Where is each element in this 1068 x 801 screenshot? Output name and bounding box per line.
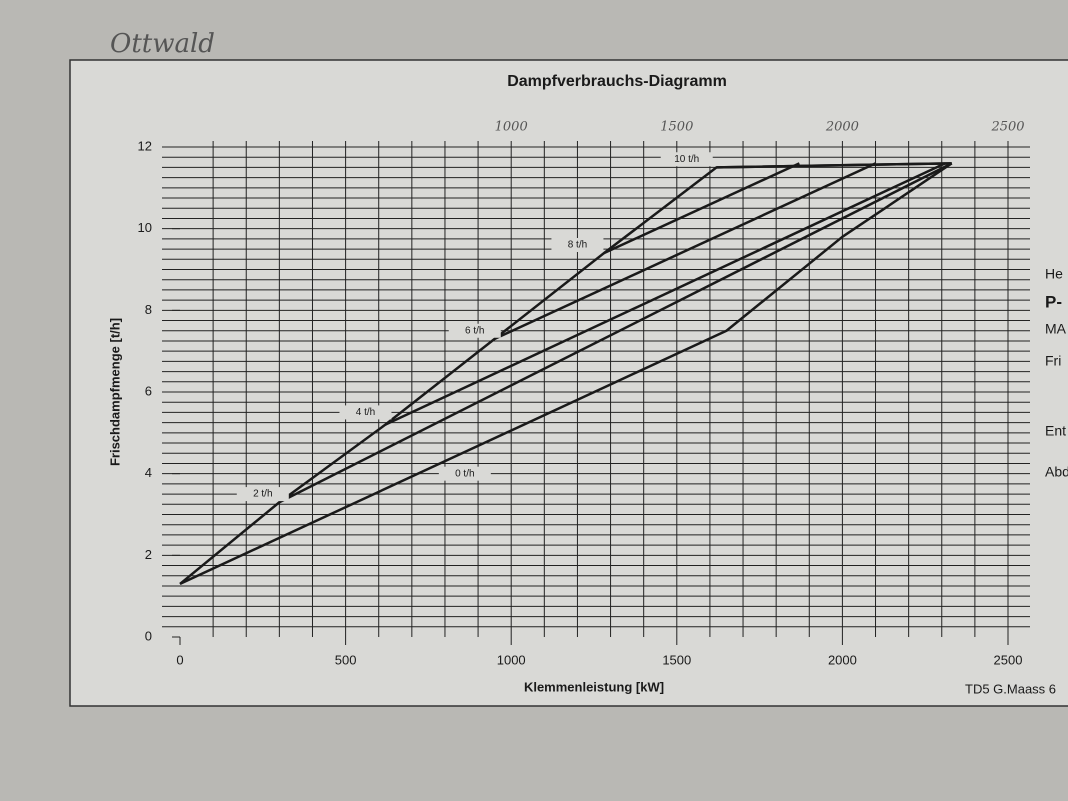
handwritten-x-tick: 1500 xyxy=(660,120,693,135)
steam-line xyxy=(494,162,877,341)
x-axis-label: Klemmenleistung [kW] xyxy=(524,679,664,694)
label-background xyxy=(448,323,501,338)
labels: 0 t/h 2 t/h 4 t/h 6 t/h 8 t/h 10 t/h xyxy=(236,152,713,502)
label-background xyxy=(660,152,713,167)
y-tick-label: 0 xyxy=(145,628,152,643)
steam-line xyxy=(278,162,953,504)
steam-line xyxy=(603,162,800,255)
line-label: 4 t/h xyxy=(356,407,375,418)
y-tick-label: 6 xyxy=(145,383,152,398)
line-label: 10 t/h xyxy=(674,154,699,165)
steam-line xyxy=(179,162,953,586)
label-background xyxy=(438,466,491,481)
y-tick-label: 4 xyxy=(145,465,152,480)
footer: TD5 G.Maass 6 xyxy=(965,681,1056,696)
line-label: 2 t/h xyxy=(253,489,272,500)
grid: 0 2 4 6 8 10 12 0 500 1000 1500 2000 2500 1000 1500 200… xyxy=(138,120,1030,667)
label-background xyxy=(236,487,289,502)
line-label: 6 t/h xyxy=(465,325,484,336)
steam-line xyxy=(716,162,952,169)
y-axis-label: Frischdampfmenge [t/h] xyxy=(107,318,122,466)
x-tick-label: 500 xyxy=(335,652,357,667)
y-tick-label: 12 xyxy=(138,138,152,153)
line-label: 0 t/h xyxy=(455,468,474,479)
side-texts: He P- MA Fri Ent Abd xyxy=(1045,266,1068,480)
x-tick-label: 1500 xyxy=(662,652,691,667)
chart-title: Dampfverbrauchs-Diagramm xyxy=(507,73,727,90)
side-text: P- xyxy=(1045,292,1062,311)
handwritten-x-tick: 1000 xyxy=(495,120,528,135)
x-tick-label: 2500 xyxy=(994,652,1023,667)
side-text: Abd xyxy=(1045,464,1068,480)
x-tick-label: 0 xyxy=(176,652,183,667)
handwritten-x-tick: 2000 xyxy=(825,120,859,135)
label-background xyxy=(339,405,392,420)
side-text: Ent xyxy=(1045,423,1066,439)
label-background xyxy=(551,238,604,252)
y-tick-label: 10 xyxy=(138,220,152,235)
handwriting: Ottwald xyxy=(110,29,215,59)
x-tick-label: 2000 xyxy=(828,652,857,667)
y-tick-label: 8 xyxy=(145,302,152,317)
lines xyxy=(179,162,953,586)
steam-line xyxy=(384,162,946,426)
side-text: He xyxy=(1045,266,1063,282)
handwritten-x-tick: 2500 xyxy=(990,120,1024,135)
side-text: Fri xyxy=(1045,353,1061,369)
side-text: MA xyxy=(1045,321,1067,337)
line-label: 8 t/h xyxy=(568,240,587,251)
x-tick-label: 1000 xyxy=(497,652,526,667)
y-tick-label: 2 xyxy=(145,547,152,562)
